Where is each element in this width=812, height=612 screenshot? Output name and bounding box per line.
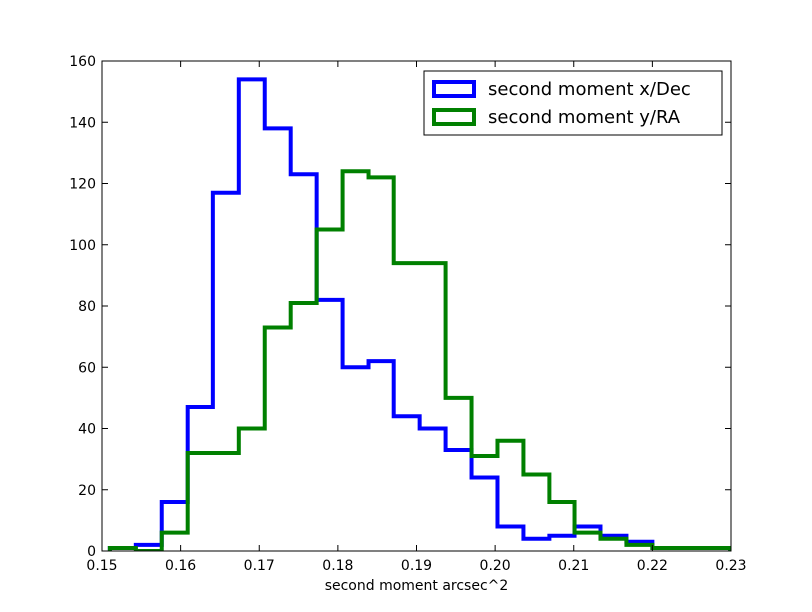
y-tick-label: 60 (78, 360, 96, 376)
x-tick-label: 0.23 (715, 558, 746, 574)
y-tick-label: 80 (78, 299, 96, 315)
y-tick-label: 160 (69, 54, 96, 70)
x-tick-label: 0.21 (558, 558, 589, 574)
legend: second moment x/Dec second moment y/RA (423, 70, 723, 136)
y-tick-label: 140 (69, 115, 96, 131)
y-tick-label: 100 (69, 238, 96, 254)
histogram-series-2 (107, 169, 731, 551)
legend-label-2: second moment y/RA (488, 107, 681, 128)
y-tick-label: 120 (69, 177, 96, 193)
legend-swatch-1 (432, 80, 476, 98)
ticks-layer: 0.15 0.16 0.17 0.18 0.19 0.20 0.21 0.22 0.23 0 20 4… (69, 54, 746, 574)
x-tick-label: 0.22 (637, 558, 668, 574)
y-tick-label: 20 (78, 483, 96, 499)
x-tick-label: 0.19 (401, 558, 432, 574)
series-layer (107, 77, 731, 551)
legend-label-1: second moment x/Dec (488, 79, 691, 100)
histogram-series-1 (107, 77, 731, 551)
y-tick-label: 40 (78, 422, 96, 438)
x-tick-label: 0.17 (244, 558, 275, 574)
legend-swatch-2 (432, 108, 476, 126)
y-tick-label: 0 (87, 544, 96, 560)
x-tick-label: 0.18 (322, 558, 353, 574)
x-tick-label: 0.20 (480, 558, 511, 574)
x-tick-label: 0.16 (165, 558, 196, 574)
x-axis-label: second moment arcsec^2 (325, 578, 509, 594)
x-tick-label: 0.15 (86, 558, 117, 574)
